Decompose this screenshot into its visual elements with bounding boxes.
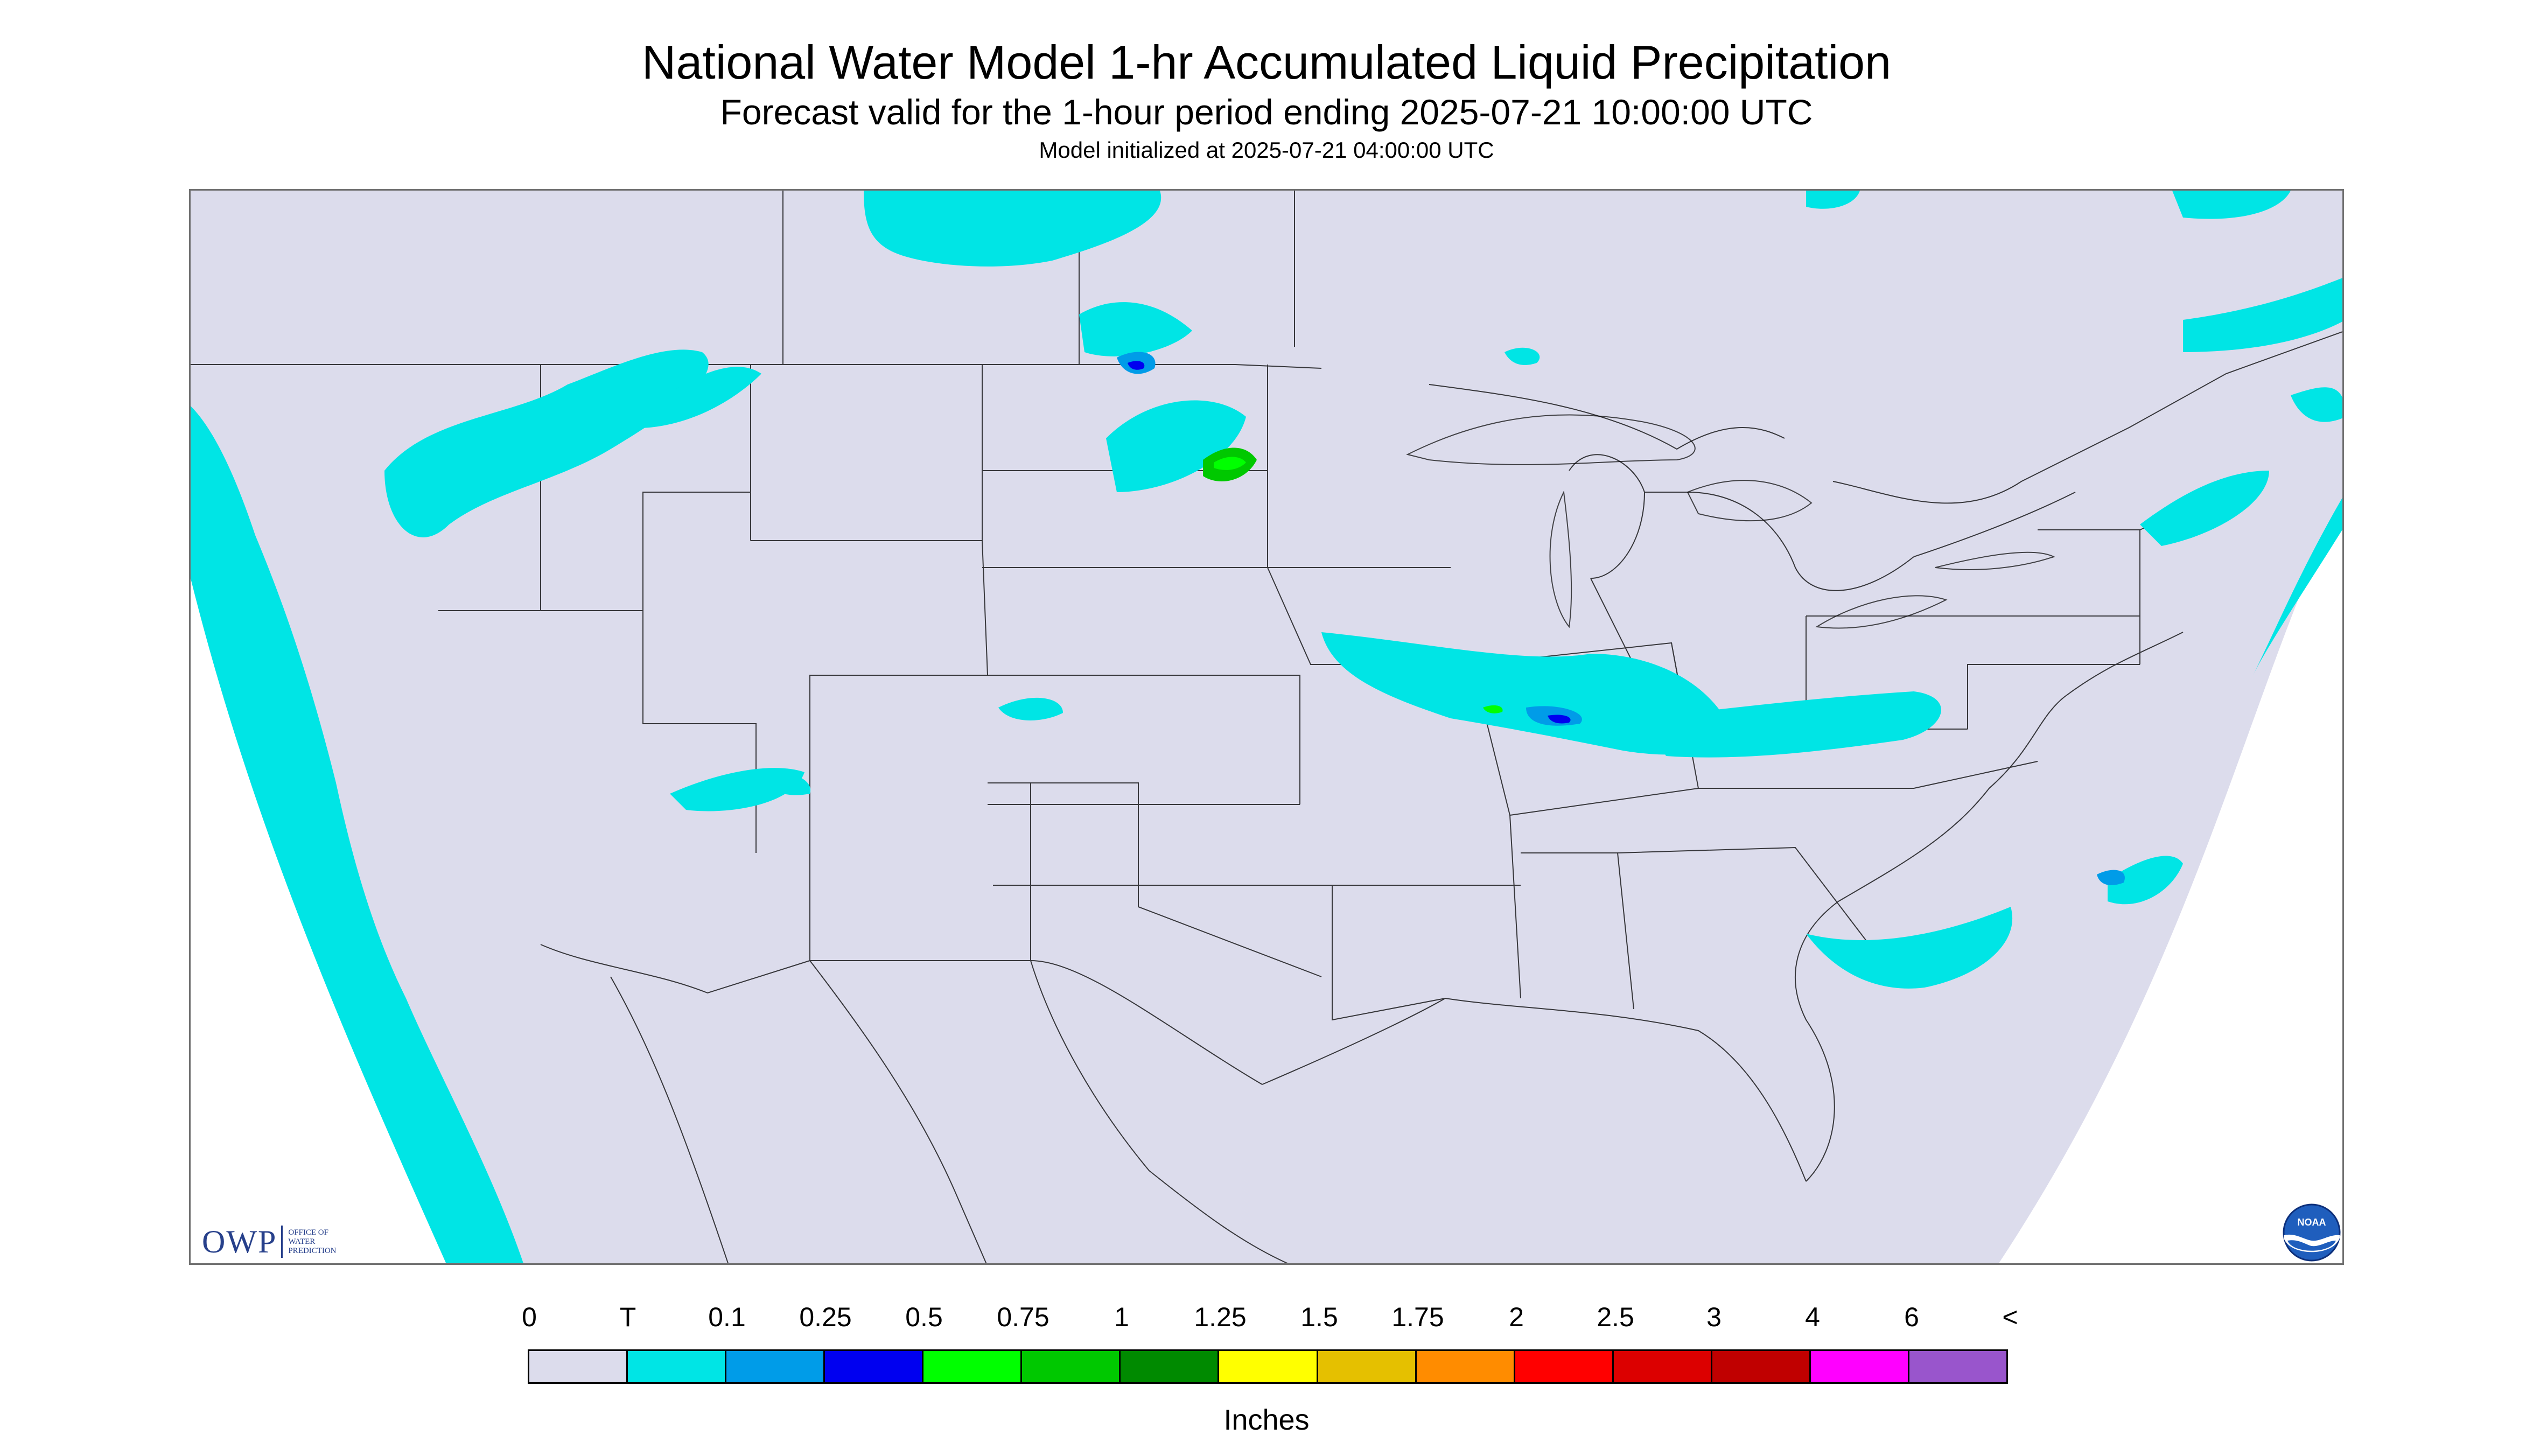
- legend-swatch: [1712, 1351, 1811, 1382]
- legend-label: 4: [1805, 1302, 1820, 1332]
- legend-swatch: [1810, 1351, 1909, 1382]
- model-init-text: Model initialized at 2025-07-21 04:00:00…: [1039, 137, 1494, 163]
- legend-units-label: Inches: [1223, 1404, 1310, 1436]
- legend-label: 0.25: [799, 1302, 852, 1332]
- legend-label: 1: [1114, 1302, 1129, 1332]
- legend-label: 1.5: [1300, 1302, 1338, 1332]
- legend-label: 1.75: [1391, 1302, 1444, 1332]
- legend-label: 3: [1706, 1302, 1722, 1332]
- legend-label: 2: [1509, 1302, 1524, 1332]
- boundaries: [191, 191, 2342, 1263]
- pacific-trace-band: [191, 406, 523, 1263]
- owp-logo-mark: OWP: [202, 1224, 277, 1259]
- noaa-logo-text: NOAA: [2298, 1217, 2326, 1228]
- forecast-valid-subtitle: Forecast valid for the 1-hour period end…: [720, 92, 1813, 132]
- heavier-precip-cores: [1214, 457, 1503, 713]
- legend-swatch: [1515, 1351, 1614, 1382]
- legend-swatch: [923, 1351, 1023, 1382]
- owp-logo: OWP OFFICE OF WATER PREDICTION: [202, 1223, 337, 1261]
- legend-color-bar: [528, 1349, 2008, 1384]
- map-svg: [191, 191, 2342, 1263]
- precipitation-map: OWP OFFICE OF WATER PREDICTION NOAA: [189, 189, 2344, 1265]
- map-title: National Water Model 1-hr Accumulated Li…: [641, 36, 1892, 89]
- trace-precip-areas: [384, 191, 2342, 989]
- legend-label: 0.75: [997, 1302, 1049, 1332]
- owp-logo-text: OFFICE OF WATER PREDICTION: [288, 1228, 337, 1255]
- legend-label: 0.1: [708, 1302, 746, 1332]
- legend-label: 1.25: [1194, 1302, 1247, 1332]
- legend-label: 0: [522, 1302, 537, 1332]
- noaa-logo: NOAA: [2283, 1203, 2341, 1262]
- legend-label: <: [2002, 1302, 2018, 1332]
- legend-swatch: [1121, 1351, 1220, 1382]
- medium-precip-cores: [1128, 361, 1571, 724]
- legend-swatch: [628, 1351, 727, 1382]
- legend-swatch: [1416, 1351, 1515, 1382]
- legend-swatch: [1022, 1351, 1121, 1382]
- legend-swatch: [1909, 1351, 2006, 1382]
- legend-swatch: [726, 1351, 825, 1382]
- legend-label: 6: [1904, 1302, 1919, 1332]
- legend-swatch: [1318, 1351, 1417, 1382]
- legend-labels: 0 T 0.1 0.25 0.5 0.75 1 1.25 1.5 1.75 2 …: [0, 1301, 2533, 1339]
- legend-label: T: [619, 1302, 636, 1332]
- legend-swatch: [529, 1351, 628, 1382]
- atlantic-trace-band: [2253, 498, 2342, 675]
- owp-logo-divider: [281, 1226, 283, 1258]
- legend-label: 2.5: [1597, 1302, 1634, 1332]
- legend-label: 0.5: [905, 1302, 943, 1332]
- great-lakes: [1406, 414, 2055, 629]
- model-domain: [191, 191, 2342, 1263]
- legend-swatch: [1219, 1351, 1318, 1382]
- legend-swatch: [1613, 1351, 1712, 1382]
- legend-swatch: [825, 1351, 924, 1382]
